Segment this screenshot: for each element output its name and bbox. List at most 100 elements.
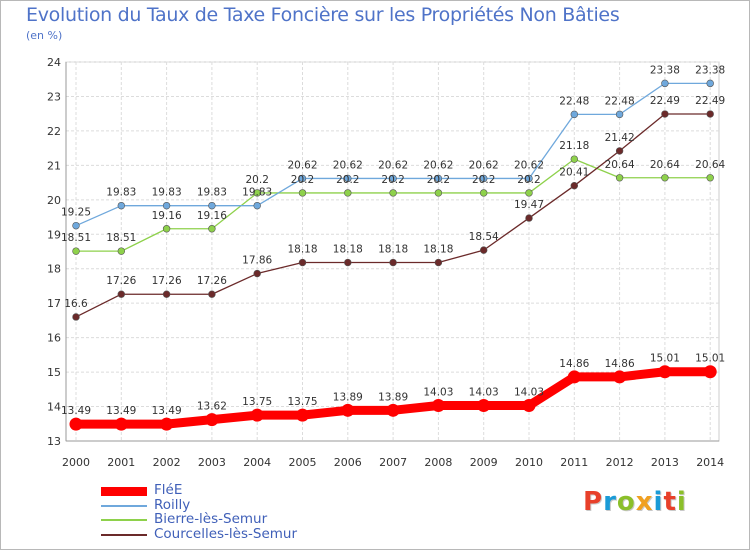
data-point-0 xyxy=(341,403,355,417)
data-point-1 xyxy=(570,110,578,119)
legend-label: Bierre-lès-Semur xyxy=(154,511,268,527)
legend-swatch xyxy=(101,519,147,521)
data-label-1: 19.83 xyxy=(152,187,182,199)
data-point-2 xyxy=(344,189,352,197)
data-label-2: 20.2 xyxy=(427,174,450,186)
y-tick-label: 13 xyxy=(47,435,61,448)
x-tick-label: 2005 xyxy=(289,456,317,469)
y-tick-label: 17 xyxy=(47,297,61,310)
data-label-0: 13.75 xyxy=(287,396,317,408)
legend-label: FléE xyxy=(154,482,183,498)
data-point-2 xyxy=(253,189,261,197)
data-label-3: 17.26 xyxy=(152,275,182,287)
data-label-1: 22.48 xyxy=(605,95,635,107)
data-point-0 xyxy=(658,365,672,379)
data-label-1: 20.62 xyxy=(423,159,453,171)
data-point-2 xyxy=(162,225,171,233)
data-point-1 xyxy=(434,174,443,183)
logo-letter: i xyxy=(676,487,687,517)
data-label-2: 21.18 xyxy=(559,140,589,152)
data-label-0: 14.03 xyxy=(514,387,544,399)
x-tick-label: 2004 xyxy=(243,456,271,469)
data-point-3 xyxy=(480,246,488,254)
y-tick-label: 16 xyxy=(47,332,61,345)
y-tick-label: 23 xyxy=(47,90,61,103)
chart-title: Evolution du Taux de Taxe Foncière sur l… xyxy=(26,4,620,26)
y-tick-label: 14 xyxy=(47,401,61,414)
data-point-1 xyxy=(344,174,352,183)
data-point-1 xyxy=(389,174,397,183)
data-label-1: 19.83 xyxy=(106,187,136,199)
data-label-2: 20.2 xyxy=(336,174,359,186)
x-tick-label: 2010 xyxy=(515,456,543,469)
data-point-1 xyxy=(162,201,171,210)
data-label-0: 13.89 xyxy=(378,391,408,403)
data-label-1: 20.62 xyxy=(287,159,317,171)
data-label-3: 17.86 xyxy=(242,255,272,267)
data-label-2: 20.2 xyxy=(381,174,404,186)
legend-label: Courcelles-lès-Semur xyxy=(154,525,298,542)
data-label-2: 20.64 xyxy=(605,159,635,171)
data-label-2: 18.51 xyxy=(106,232,136,244)
legend-label: Roilly xyxy=(154,496,191,513)
data-label-0: 13.49 xyxy=(61,405,91,417)
data-point-3 xyxy=(615,147,624,155)
legend-swatch xyxy=(101,504,147,507)
data-point-3 xyxy=(253,269,261,278)
data-label-0: 13.62 xyxy=(197,401,227,413)
y-tick-label: 15 xyxy=(47,366,61,379)
data-point-0 xyxy=(522,399,536,413)
data-label-2: 20.2 xyxy=(517,174,540,186)
data-point-3 xyxy=(661,110,669,118)
data-point-1 xyxy=(706,79,714,88)
data-point-0 xyxy=(567,370,581,384)
data-point-0 xyxy=(477,399,491,413)
data-label-0: 14.03 xyxy=(469,387,499,399)
x-tick-label: 2000 xyxy=(62,456,90,469)
data-point-3 xyxy=(162,290,171,298)
data-point-2 xyxy=(525,189,533,197)
data-point-3 xyxy=(706,110,714,118)
legend-swatch xyxy=(101,487,147,496)
data-label-1: 20.62 xyxy=(378,159,408,171)
data-point-0 xyxy=(114,417,128,431)
data-point-3 xyxy=(525,214,533,222)
data-point-1 xyxy=(525,174,533,183)
x-tick-label: 2008 xyxy=(424,456,452,469)
data-label-1: 23.38 xyxy=(650,64,680,76)
y-tick-label: 21 xyxy=(47,159,61,172)
data-point-2 xyxy=(117,247,126,255)
data-point-0 xyxy=(386,403,400,417)
data-label-2: 19.16 xyxy=(197,210,227,222)
data-point-2 xyxy=(570,155,578,163)
data-point-1 xyxy=(117,201,126,210)
data-point-0 xyxy=(160,417,174,431)
data-point-3 xyxy=(389,258,397,267)
data-label-0: 14.86 xyxy=(605,358,635,370)
data-label-3: 20.41 xyxy=(559,167,589,179)
data-label-1: 20.62 xyxy=(333,159,363,171)
x-tick-label: 2013 xyxy=(651,456,679,469)
data-point-1 xyxy=(480,174,488,183)
y-tick-label: 18 xyxy=(47,263,61,276)
data-label-1: 19.83 xyxy=(197,187,227,199)
data-label-2: 20.2 xyxy=(291,174,314,186)
logo-letter: o xyxy=(616,487,636,517)
data-point-3 xyxy=(72,313,80,321)
data-point-2 xyxy=(208,225,216,233)
data-label-3: 17.26 xyxy=(106,275,136,287)
x-tick-label: 2014 xyxy=(696,456,724,469)
data-label-0: 15.01 xyxy=(695,353,725,365)
data-label-2: 20.2 xyxy=(472,174,495,186)
data-label-3: 18.18 xyxy=(333,244,363,256)
y-tick-label: 20 xyxy=(47,194,61,207)
data-label-3: 21.42 xyxy=(605,132,635,144)
data-point-0 xyxy=(703,365,717,379)
data-point-2 xyxy=(480,189,488,197)
data-point-1 xyxy=(72,221,80,230)
data-point-0 xyxy=(250,408,264,422)
data-point-1 xyxy=(298,174,307,183)
data-label-3: 16.6 xyxy=(64,298,88,310)
